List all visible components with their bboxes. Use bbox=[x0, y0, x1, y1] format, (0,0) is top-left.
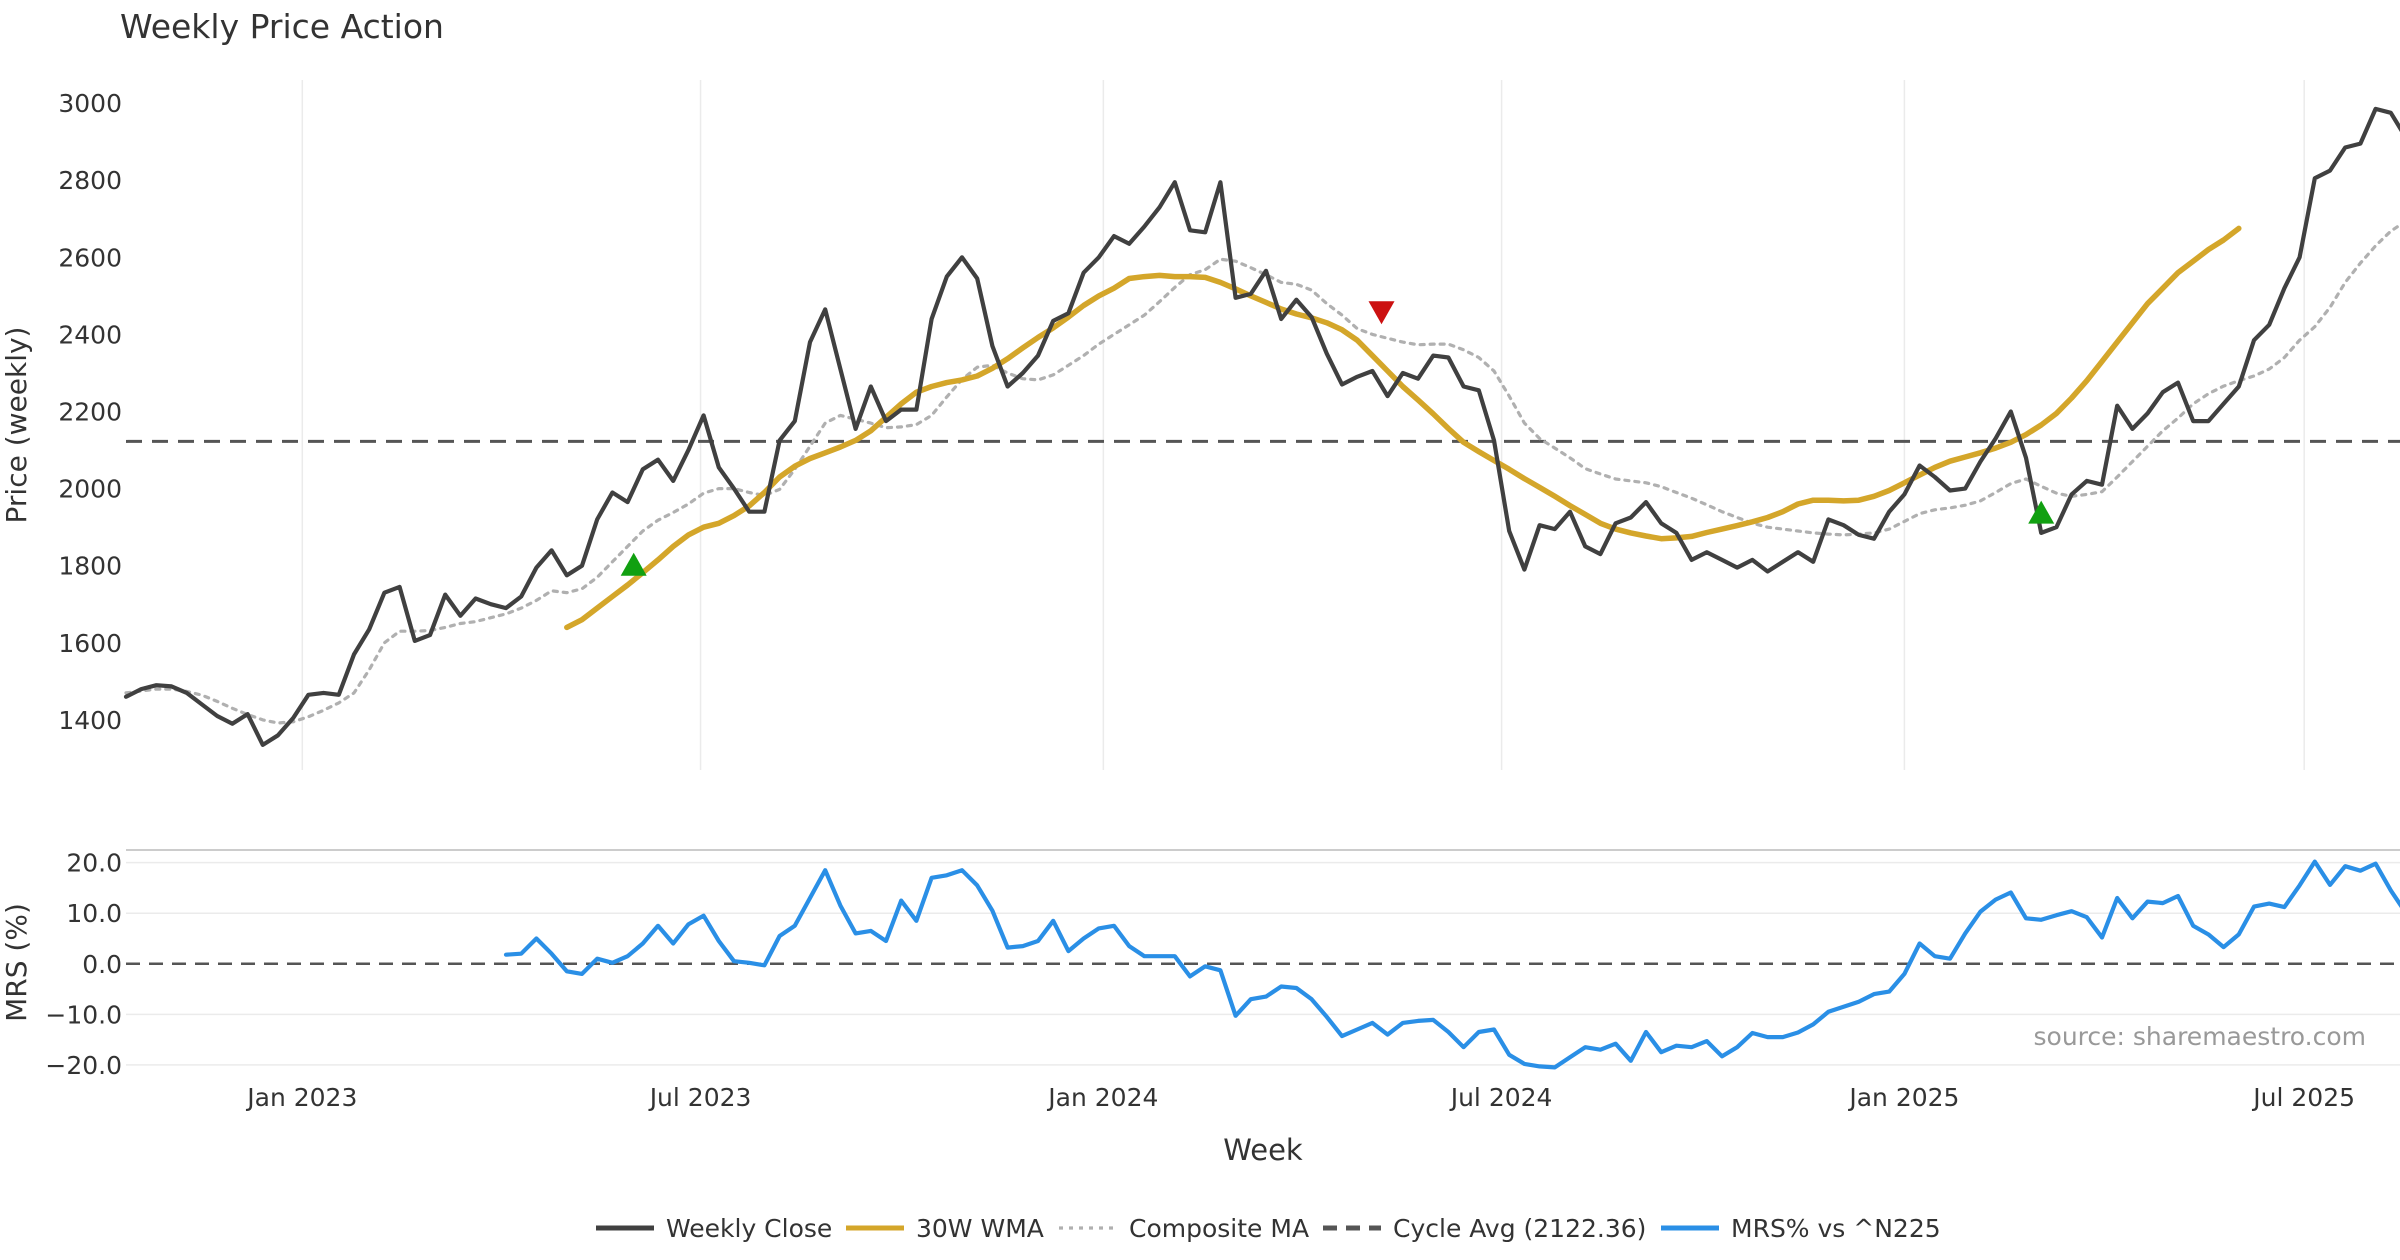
mrs-ytick-4: −20.0 bbox=[45, 1051, 122, 1080]
x-axis-label: Week bbox=[1223, 1133, 1303, 1167]
legend-label-30w-wma: 30W WMA bbox=[916, 1214, 1044, 1243]
legend-label-composite-ma: Composite MA bbox=[1129, 1214, 1309, 1243]
price-ytick-1400: 1400 bbox=[58, 706, 122, 735]
price-ytick-1600: 1600 bbox=[58, 629, 122, 658]
price-ytick-2400: 2400 bbox=[58, 320, 122, 349]
price-ytick-2200: 2200 bbox=[58, 398, 122, 427]
mrs-ytick-1: 10.0 bbox=[66, 899, 122, 928]
mrs-grid bbox=[126, 849, 2400, 1066]
price-ytick-1800: 1800 bbox=[58, 552, 122, 581]
x-tick-jul-2025: Jul 2025 bbox=[2251, 1083, 2355, 1112]
mrs-ytick-0: 20.0 bbox=[66, 849, 122, 878]
mrs-ytick-3: −10.0 bbox=[45, 1000, 122, 1029]
x-tick-jan-2025: Jan 2025 bbox=[1847, 1083, 1959, 1112]
source-note: source: sharemaestro.com bbox=[2034, 1022, 2367, 1051]
x-axis: Jan 2023 Jul 2023 Jan 2024 Jul 2024 Jan 2025… bbox=[245, 1083, 2355, 1112]
legend-label-weekly-close: Weekly Close bbox=[666, 1214, 832, 1243]
price-series-group bbox=[123, 106, 2400, 748]
price-ytick-3000: 3000 bbox=[58, 89, 122, 118]
mrs-series-group bbox=[126, 859, 2400, 1070]
signal-markers bbox=[620, 301, 2055, 576]
price-ytick-2800: 2800 bbox=[58, 166, 122, 195]
x-tick-jul-2023: Jul 2023 bbox=[648, 1083, 752, 1112]
series-composite-ma-line bbox=[124, 223, 2400, 725]
mrs-y-axis: 20.0 10.0 0.0 −10.0 −20.0 bbox=[45, 849, 122, 1080]
series-weekly-close-line bbox=[123, 106, 2400, 748]
sell-signal-marker-1 bbox=[1368, 301, 1395, 325]
buy-signal-marker-0 bbox=[620, 552, 647, 576]
legend-label-mrs-vs-n225: MRS% vs ^N225 bbox=[1731, 1214, 1941, 1243]
price-grid bbox=[301, 80, 2305, 770]
x-tick-jul-2024: Jul 2024 bbox=[1449, 1083, 1553, 1112]
price-ytick-2600: 2600 bbox=[58, 243, 122, 272]
buy-signal-marker-2 bbox=[2028, 500, 2055, 524]
chart-title: Weekly Price Action bbox=[120, 7, 444, 46]
x-tick-jan-2024: Jan 2024 bbox=[1046, 1083, 1158, 1112]
series-30w-wma-line bbox=[564, 225, 2242, 631]
price-ytick-2000: 2000 bbox=[58, 475, 122, 504]
x-tick-jan-2023: Jan 2023 bbox=[245, 1083, 357, 1112]
mrs-y-axis-label: MRS (%) bbox=[0, 903, 33, 1022]
series-mrs-vs-n225-line bbox=[503, 859, 2400, 1070]
price-y-axis-label: Price (weekly) bbox=[0, 327, 33, 524]
legend: Weekly Close 30W WMA Composite MA Cycle Avg… bbox=[596, 1214, 1941, 1243]
price-y-axis: 1400 1600 1800 2000 2200 2400 2600 2800 3000 bbox=[58, 89, 122, 735]
mrs-ytick-2: 0.0 bbox=[82, 950, 122, 979]
legend-label-cycle-avg-2122-36: Cycle Avg (2122.36) bbox=[1393, 1214, 1646, 1243]
